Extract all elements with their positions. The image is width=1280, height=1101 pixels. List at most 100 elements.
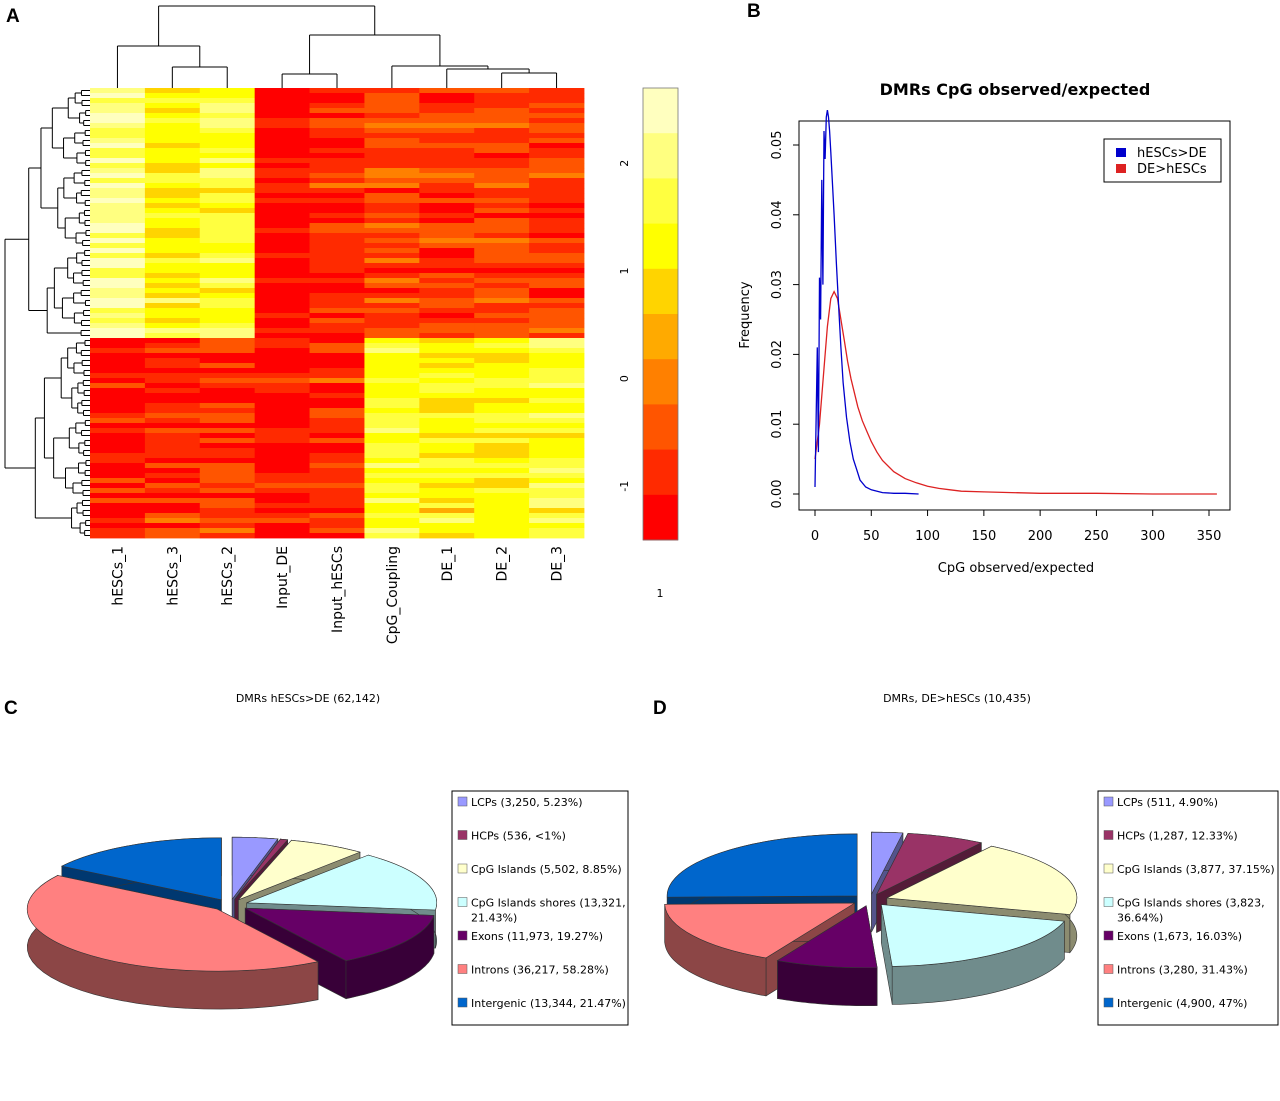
heatmap-cell: [529, 158, 585, 164]
heatmap-cell: [309, 503, 365, 509]
heatmap-cell: [474, 413, 530, 419]
heatmap-cell: [254, 173, 310, 179]
heatmap-cell: [199, 363, 256, 369]
heatmap-cell: [364, 258, 420, 264]
heatmap-cell: [309, 333, 365, 339]
heatmap-cell: [529, 488, 585, 494]
heatmap-cell: [199, 523, 256, 529]
heatmap-cell: [144, 503, 201, 509]
heatmap-cell: [474, 408, 530, 414]
heatmap-cell: [309, 428, 365, 434]
heatmap-cell: [474, 533, 530, 539]
heatmap-cell: [529, 378, 585, 384]
heatmap-cell: [309, 268, 365, 274]
heatmap-cell: [254, 428, 310, 434]
heatmap-cell: [90, 143, 146, 149]
heatmap-cell: [364, 353, 420, 359]
heatmap-cell: [309, 168, 365, 174]
heatmap-cell: [199, 403, 256, 409]
heatmap-cell: [309, 478, 365, 484]
heatmap-cell: [144, 453, 201, 459]
heatmap-cell: [474, 418, 530, 424]
heatmap-cell: [254, 378, 310, 384]
heatmap-cell: [474, 163, 530, 169]
heatmap-cell: [90, 328, 146, 334]
series-line: [814, 109, 919, 495]
pie-slice-top: [245, 907, 435, 962]
heatmap-cell: [419, 178, 475, 184]
heatmap-cell: [419, 438, 475, 444]
heatmap-cell: [419, 273, 475, 279]
heatmap-cell: [309, 153, 365, 159]
heatmap-cells: [90, 88, 585, 539]
pie-d-slices: [664, 831, 1078, 1006]
heatmap-cell: [199, 468, 256, 474]
heatmap-cell: [364, 338, 420, 344]
heatmap-cell: [199, 93, 256, 99]
heatmap-cell: [90, 428, 146, 434]
color-scale-tick-label: 2: [618, 160, 631, 167]
legend-label: Introns (36,217, 58.28%): [471, 964, 609, 977]
heatmap-cell: [90, 228, 146, 234]
heatmap-cell: [90, 393, 146, 399]
heatmap-cell: [90, 158, 146, 164]
heatmap-cell: [474, 378, 530, 384]
color-scale-swatch: [643, 155, 678, 179]
heatmap-cell: [90, 193, 146, 199]
heatmap-cell: [144, 288, 201, 294]
heatmap-cell: [529, 223, 585, 229]
heatmap-cell: [474, 403, 530, 409]
heatmap-cell: [364, 438, 420, 444]
heatmap-cell: [474, 273, 530, 279]
heatmap-cell: [474, 258, 530, 264]
heatmap-cell: [199, 278, 256, 284]
legend-label: LCPs (511, 4.90%): [1117, 796, 1218, 809]
heatmap-panel: hESCs_1 hESCs_3 hESCs_2 Input_DE Input_hESCs…: [4, 5, 679, 644]
color-scale-swatch: [643, 472, 678, 496]
x-tick-label: 300: [1140, 529, 1165, 544]
heatmap-cell: [309, 468, 365, 474]
heatmap-cell: [90, 513, 146, 519]
heatmap-cell: [474, 193, 530, 199]
heatmap-cell: [144, 348, 201, 354]
heatmap-cell: [254, 443, 310, 449]
heatmap-cell: [254, 133, 310, 139]
heatmap-cell: [529, 438, 585, 444]
heatmap-cell: [419, 103, 475, 109]
legend-label: Intergenic (13,344, 21.47%): [471, 997, 626, 1010]
heatmap-cell: [144, 303, 201, 309]
legend-label: 21.43%): [471, 912, 517, 925]
heatmap-cell: [364, 523, 420, 529]
heatmap-cell: [419, 158, 475, 164]
panel-label-c: C: [4, 698, 18, 719]
heatmap-cell: [309, 118, 365, 124]
heatmap-cell: [474, 508, 530, 514]
heatmap-cell: [529, 333, 585, 339]
heatmap-cell: [529, 268, 585, 274]
heatmap-cell: [254, 198, 310, 204]
heatmap-cell: [529, 248, 585, 254]
heatmap-cell: [309, 318, 365, 324]
heatmap-cell: [144, 158, 201, 164]
pie-c-slices: [26, 836, 438, 1010]
heatmap-cell: [199, 98, 256, 104]
heatmap-cell: [529, 413, 585, 419]
heatmap-cell: [529, 138, 585, 144]
heatmap-cell: [364, 508, 420, 514]
heatmap-cell: [90, 218, 146, 224]
heatmap-cell: [529, 453, 585, 459]
heatmap-cell: [419, 368, 475, 374]
heatmap-cell: [144, 298, 201, 304]
heatmap-cell: [364, 133, 420, 139]
heatmap-cell: [364, 103, 420, 109]
heatmap-cell: [419, 238, 475, 244]
color-scale-swatch: [643, 381, 678, 405]
y-axis: 0.00 0.01 0.02 0.03 0.04 0.05: [770, 131, 800, 508]
heatmap-cell: [199, 168, 256, 174]
heatmap-cell: [199, 148, 256, 154]
heatmap-cell: [474, 233, 530, 239]
heatmap-cell: [199, 328, 256, 334]
heatmap-cell: [199, 223, 256, 229]
heatmap-cell: [364, 143, 420, 149]
